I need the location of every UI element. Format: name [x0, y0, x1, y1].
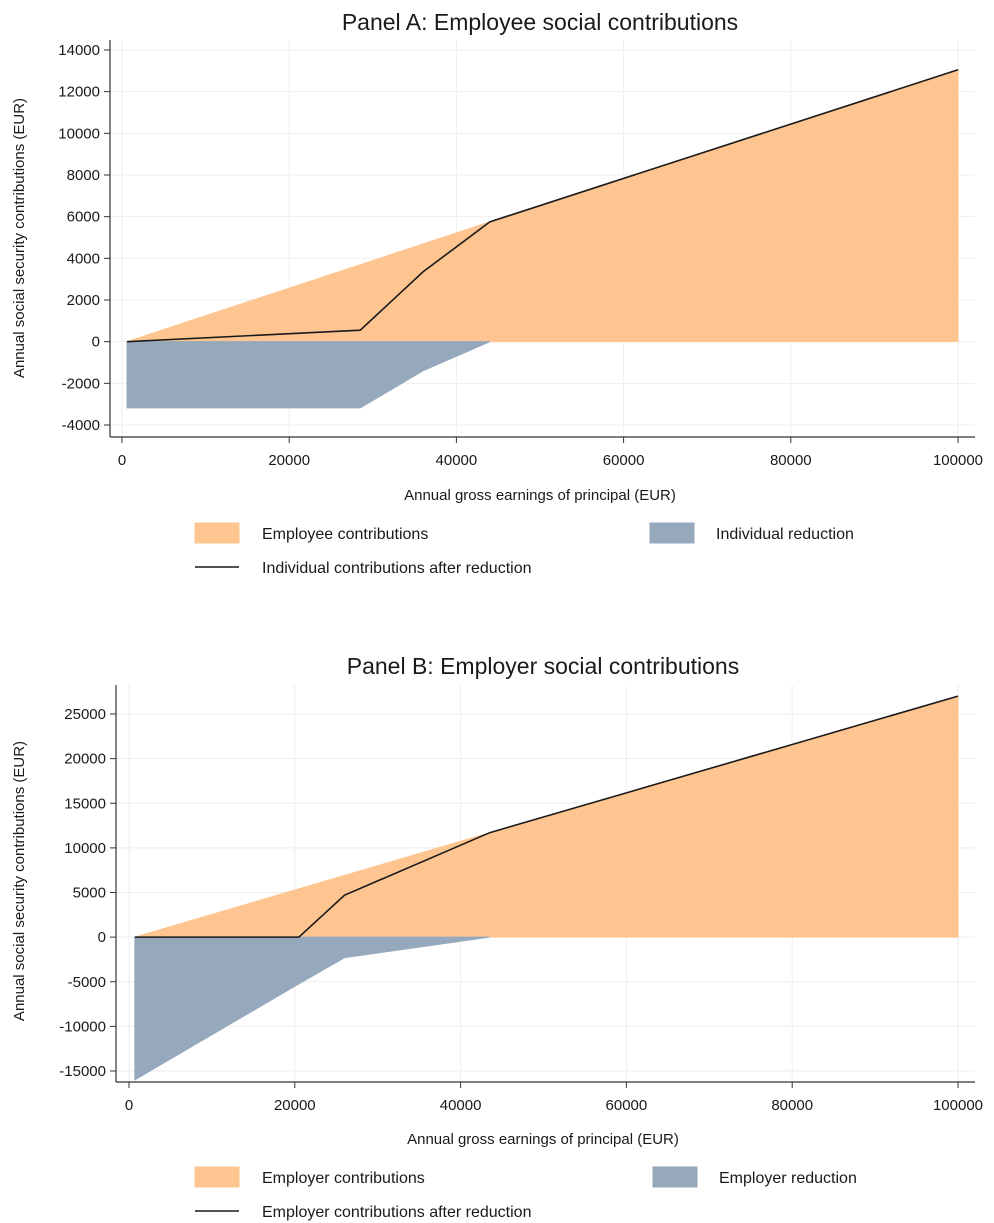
panel-b-legend-swatch-0 [194, 1166, 240, 1188]
panel-b-y-tick-label: -5000 [68, 974, 106, 991]
panel-b: Panel B: Employer social contributions -… [0, 645, 994, 1223]
panel-a-y-tick-label: 8000 [67, 167, 100, 184]
panel-a-y-tick-label: 4000 [67, 250, 100, 267]
panel-b-chart: Panel B: Employer social contributions -… [11, 653, 983, 1221]
panel-b-legend-label-1: Employer reduction [719, 1170, 857, 1187]
panel-a-x-tick-label: 80000 [770, 452, 812, 469]
panel-a-legend-swatch-1 [649, 522, 695, 544]
panel-a-y-tick-label: 0 [92, 334, 100, 351]
panel-b-x-tick-label: 0 [125, 1097, 133, 1114]
panel-b-title: Panel B: Employer social contributions [347, 653, 739, 679]
panel-a-legend-swatch-0 [194, 522, 240, 544]
panel-a-y-tick-label: 12000 [58, 84, 100, 101]
panel-b-area-1 [134, 936, 490, 1081]
panel-a-x-tick-label: 0 [118, 452, 126, 469]
panel-a-y-tick-label: 10000 [58, 125, 100, 142]
panel-a-y-tick-label: 14000 [58, 42, 100, 59]
panel-a: Panel A: Employee social contributions -… [0, 0, 994, 600]
panel-b-x-tick-label: 80000 [771, 1097, 813, 1114]
panel-b-line-series [134, 695, 959, 938]
panel-a-x-tick-label: 60000 [603, 452, 645, 469]
panel-b-legend-label-0: Employer contributions [262, 1170, 425, 1187]
panel-a-y-tick-label: 6000 [67, 209, 100, 226]
panel-b-x-axis-label: Annual gross earnings of principal (EUR) [407, 1131, 679, 1148]
panel-b-legend-swatch-1 [652, 1166, 698, 1188]
panel-b-x-tick-label: 60000 [606, 1097, 648, 1114]
panel-b-legend-line-label: Employer contributions after reduction [262, 1204, 531, 1221]
panel-a-chart: Panel A: Employee social contributions -… [11, 9, 983, 577]
panel-b-y-tick-label: 15000 [64, 795, 106, 812]
panel-b-y-tick-label: -15000 [59, 1063, 106, 1080]
panel-a-area-1 [126, 341, 491, 409]
panel-b-x-tick-label: 100000 [933, 1097, 983, 1114]
panel-b-y-axis-label: Annual social security contributions (EU… [11, 741, 28, 1021]
panel-b-y-tick-label: 5000 [73, 885, 106, 902]
panel-a-y-tick-label: -4000 [62, 417, 100, 434]
panel-a-legend-label-1: Individual reduction [716, 526, 854, 543]
panel-a-x-tick-label: 100000 [933, 452, 983, 469]
panel-a-x-tick-label: 20000 [268, 452, 310, 469]
panel-a-legend-label-0: Employee contributions [262, 526, 428, 543]
panel-a-y-tick-label: 2000 [67, 292, 100, 309]
panel-b-y-tick-label: 0 [98, 929, 106, 946]
panel-a-line-series [126, 69, 959, 343]
panel-a-legend-line-label: Individual contributions after reduction [262, 560, 532, 577]
panel-b-y-tick-label: 10000 [64, 840, 106, 857]
panel-b-x-tick-label: 40000 [440, 1097, 482, 1114]
panel-a-y-axis-label: Annual social security contributions (EU… [11, 98, 28, 378]
panel-b-y-tick-label: 20000 [64, 751, 106, 768]
panel-b-x-tick-label: 20000 [274, 1097, 316, 1114]
panel-a-y-tick-label: -2000 [62, 375, 100, 392]
panel-a-x-tick-label: 40000 [436, 452, 478, 469]
panel-a-title: Panel A: Employee social contributions [342, 9, 738, 35]
panel-b-y-tick-label: 25000 [64, 706, 106, 723]
panel-a-x-axis-label: Annual gross earnings of principal (EUR) [404, 487, 676, 504]
panel-b-y-tick-label: -10000 [59, 1018, 106, 1035]
